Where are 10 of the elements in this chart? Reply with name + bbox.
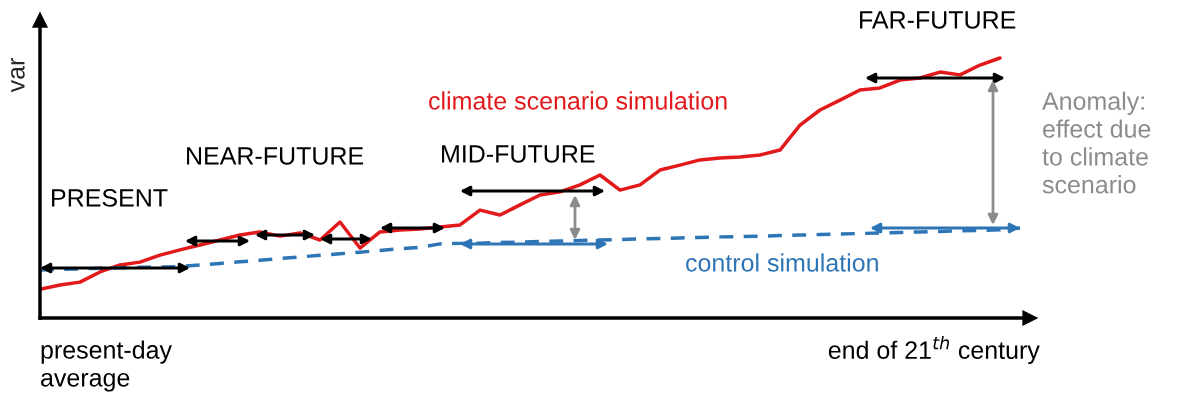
text: FAR-FUTURE bbox=[860, 11, 1016, 29]
legend-label: control simulation bbox=[686, 253, 878, 272]
series-label: climate scenario simulation bbox=[429, 91, 727, 110]
annotation: NEAR-FUTURE bbox=[187, 147, 364, 165]
text: present-day average bbox=[41, 340, 172, 392]
annotation: PRESENT bbox=[52, 189, 168, 207]
text: Anomaly: effect due to climate scenario bbox=[1042, 91, 1151, 194]
annotation: MID-FUTURE bbox=[442, 145, 595, 163]
text: end of 21$^{th}$ century bbox=[828, 335, 1040, 364]
y-axis-title: var bbox=[11, 58, 25, 93]
